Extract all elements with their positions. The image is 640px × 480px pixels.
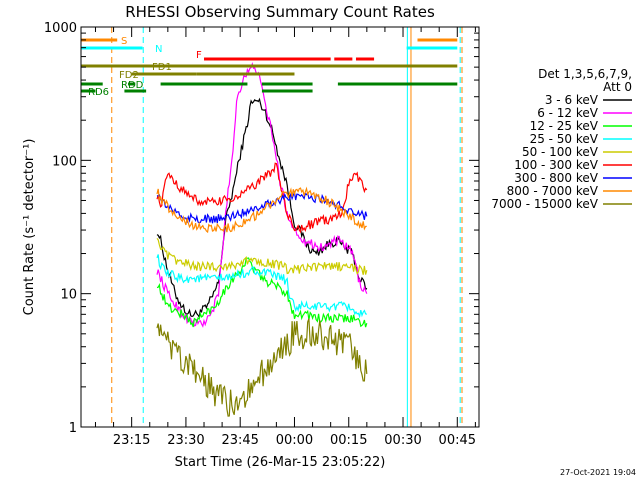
flag-label-n: N bbox=[155, 44, 162, 55]
flag-label-fd1: FD1 bbox=[152, 62, 172, 73]
flag-label-fd2: FD2 bbox=[119, 70, 139, 81]
series-50-to-100kev bbox=[156, 237, 368, 275]
y-tick-label-100: 100 bbox=[52, 154, 77, 169]
legend-header-line-1: Det 1,3,5,6,7,9, bbox=[538, 67, 632, 81]
series-100-to-300kev bbox=[156, 162, 368, 234]
series-12-to-25kev bbox=[156, 257, 368, 328]
x-tick-label-0045: 00:45 bbox=[439, 433, 476, 448]
series-800-to-7000kev bbox=[156, 186, 367, 234]
series-lines bbox=[156, 61, 368, 417]
x-tick-label-2345: 23:45 bbox=[221, 433, 258, 448]
flag-label-rdd: RDD bbox=[121, 80, 144, 91]
x-tick-label-0000: 00:00 bbox=[276, 433, 313, 448]
legend-label-4: 50 - 100 keV bbox=[522, 145, 599, 159]
legend-label-0: 3 - 6 keV bbox=[545, 93, 599, 107]
footer-timestamp: 27-Oct-2021 19:04 bbox=[560, 468, 636, 477]
y-tick-label-1000: 1000 bbox=[44, 21, 77, 36]
legend-label-1: 6 - 12 keV bbox=[537, 106, 599, 120]
legend-label-3: 25 - 50 keV bbox=[530, 132, 599, 146]
series-7000-to-15000kev bbox=[156, 318, 368, 417]
x-tick-label-0015: 00:15 bbox=[330, 433, 367, 448]
flag-label-rd6: RD6 bbox=[88, 87, 109, 98]
legend-label-5: 100 - 300 keV bbox=[514, 158, 598, 172]
x-tick-label-2330: 23:30 bbox=[167, 433, 204, 448]
legend-label-8: 7000 - 15000 keV bbox=[491, 197, 598, 211]
y-tick-label-10: 10 bbox=[60, 288, 77, 303]
legend-label-2: 12 - 25 keV bbox=[530, 119, 599, 133]
flag-label-f: F bbox=[196, 50, 202, 61]
flag-label-s: S bbox=[121, 36, 127, 47]
x-tick-label-0030: 00:30 bbox=[384, 433, 421, 448]
series-25-to-50kev bbox=[156, 254, 368, 319]
x-axis-label: Start Time (26-Mar-15 23:05:22) bbox=[175, 455, 386, 470]
x-tick-label-2315: 23:15 bbox=[113, 433, 150, 448]
x-axis: 23:15 23:30 23:45 00:00 00:15 00:30 00:45 bbox=[94, 27, 476, 448]
y-tick-label-1: 1 bbox=[69, 421, 77, 436]
chart-title: RHESSI Observing Summary Count Rates bbox=[125, 3, 435, 21]
legend-label-7: 800 - 7000 keV bbox=[507, 184, 599, 198]
y-axis-label: Count Rate (s⁻¹ detector⁻¹) bbox=[22, 139, 37, 316]
legend-label-6: 300 - 800 keV bbox=[514, 171, 598, 185]
legend-header-line-2: Att 0 bbox=[603, 80, 632, 94]
plot-frame bbox=[80, 26, 480, 428]
y-axis: 1 10 100 1000 bbox=[44, 21, 479, 436]
